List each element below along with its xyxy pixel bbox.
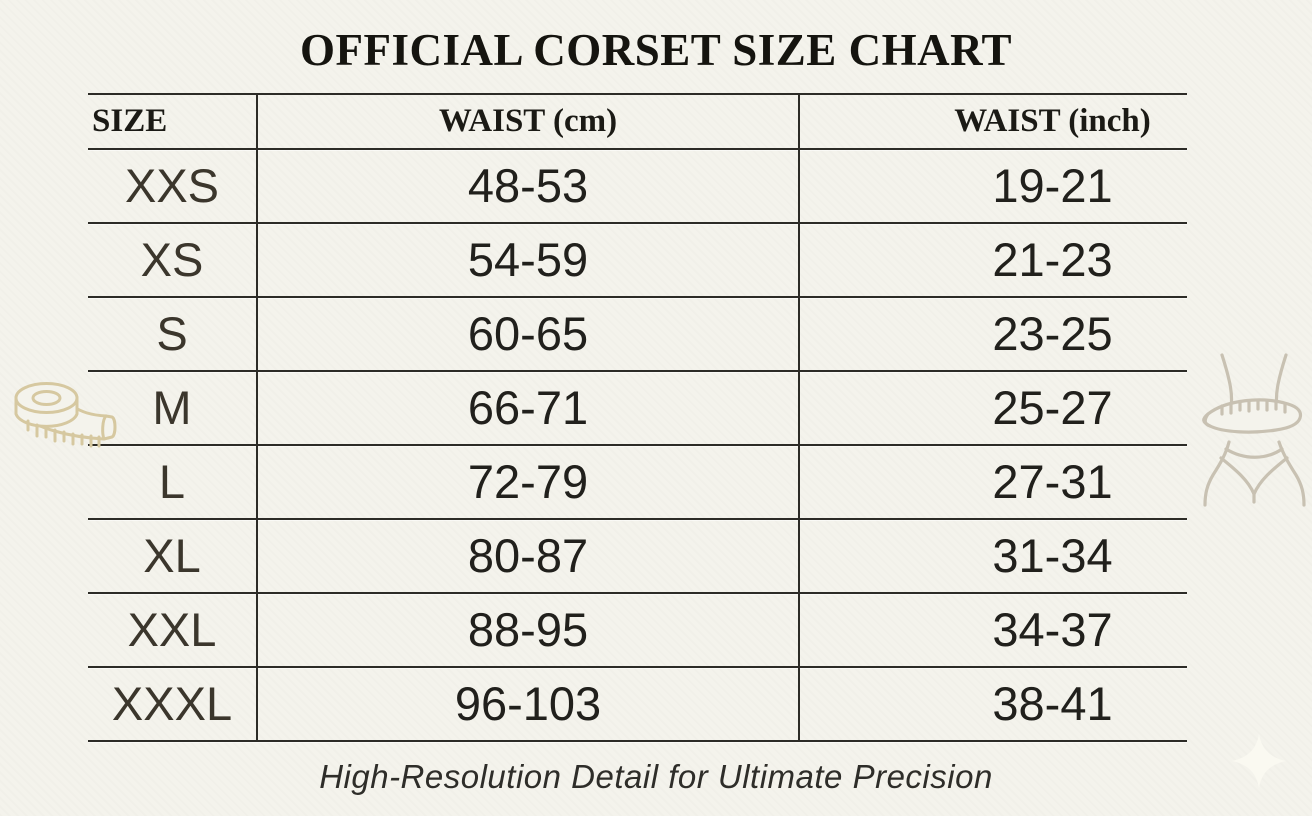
column-header-waist-cm: WAIST (cm) — [258, 95, 800, 148]
table-row: XXL 88-95 34-37 — [88, 594, 1187, 668]
page-title: OFFICIAL CORSET SIZE CHART — [299, 25, 1013, 75]
size-cell: XS — [88, 224, 258, 296]
waist-cm-cell: 48-53 — [258, 150, 800, 222]
size-cell: XXL — [88, 594, 258, 666]
waist-cm-cell: 66-71 — [258, 372, 800, 444]
size-cell: M — [88, 372, 258, 444]
waist-cm-cell: 88-95 — [258, 594, 800, 666]
waist-inch-cell: 23-25 — [992, 307, 1113, 360]
waist-cm-cell: 72-79 — [258, 446, 800, 518]
size-cell: XL — [88, 520, 258, 592]
waist-inch-cell: 21-23 — [992, 233, 1113, 286]
waist-inch-cell: 31-34 — [992, 529, 1113, 582]
table-row: XL 80-87 31-34 — [88, 520, 1187, 594]
size-cell: XXXL — [88, 668, 258, 740]
table-row: S 60-65 23-25 — [88, 298, 1187, 372]
column-header-waist-inch: WAIST (inch) — [954, 103, 1151, 139]
table-row: L 72-79 27-31 — [88, 446, 1187, 520]
waist-inch-cell: 38-41 — [992, 677, 1113, 730]
table-row: XS 54-59 21-23 — [88, 224, 1187, 298]
waist-inch-cell: 25-27 — [992, 381, 1113, 434]
waist-cm-cell: 54-59 — [258, 224, 800, 296]
waist-inch-cell: 27-31 — [992, 455, 1113, 508]
table-row: XXXL 96-103 38-41 — [88, 668, 1187, 742]
size-cell: S — [88, 298, 258, 370]
measuring-tape-roll-icon — [14, 382, 117, 448]
size-cell: L — [88, 446, 258, 518]
table-header-row: SIZE WAIST (cm) WAIST (inch) — [88, 95, 1187, 150]
waist-cm-cell: 60-65 — [258, 298, 800, 370]
waist-inch-cell: 19-21 — [992, 159, 1113, 212]
table-row: XXS 48-53 19-21 — [88, 150, 1187, 224]
size-cell: XXS — [88, 150, 258, 222]
sparkle-icon — [1232, 734, 1286, 788]
column-header-size: SIZE — [88, 95, 258, 148]
table-row: M 66-71 25-27 — [88, 372, 1187, 446]
size-table: SIZE WAIST (cm) WAIST (inch) XXS 48-53 1… — [88, 93, 1187, 742]
waist-cm-cell: 80-87 — [258, 520, 800, 592]
waist-figure-tape-icon — [1202, 353, 1306, 507]
waist-cm-cell: 96-103 — [258, 668, 800, 740]
waist-inch-cell: 34-37 — [992, 603, 1113, 656]
footer-note: High-Resolution Detail for Ultimate Prec… — [319, 758, 993, 795]
